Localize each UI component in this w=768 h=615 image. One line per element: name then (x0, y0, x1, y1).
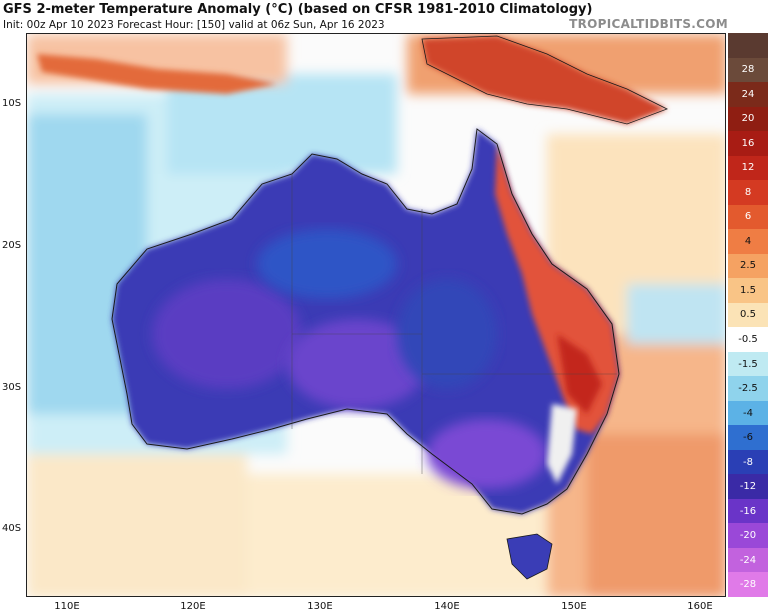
lat-label-40s: 40S (2, 523, 22, 534)
lon-label-110e: 110E (54, 601, 80, 612)
colorbar-cell-top (728, 33, 768, 58)
colorbar-label: -24 (739, 554, 757, 566)
colorbar-label: 24 (741, 88, 755, 100)
new-guinea-coastline (421, 35, 668, 125)
lon-label-120e: 120E (180, 601, 206, 612)
colorbar-cell: 20 (728, 106, 768, 132)
colorbar-cell: -24 (728, 547, 768, 573)
colorbar-cell: 8 (728, 180, 768, 205)
colorbar-cell: 6 (728, 204, 768, 230)
brand-watermark[interactable]: TROPICALTIDBITS.COM (569, 17, 728, 31)
colorbar-cell: 4 (728, 229, 768, 254)
colorbar-label: 20 (741, 113, 755, 125)
colorbar-cell: -12 (728, 474, 768, 499)
colorbar-cell: -1.5 (728, 351, 768, 377)
map-canvas (27, 34, 725, 596)
map-subtitle: Init: 00z Apr 10 2023 Forecast Hour: [15… (3, 19, 385, 31)
colorbar-label: -20 (739, 530, 757, 542)
colorbar-cell: 28 (728, 57, 768, 83)
colorbar-cell: -28 (728, 572, 768, 597)
colorbar-cell: -16 (728, 498, 768, 524)
colorbar-label: -16 (739, 505, 757, 517)
lat-label-10s: 10S (2, 98, 22, 109)
ocean-anomaly-field (27, 34, 725, 596)
colorbar-label: 4 (744, 235, 752, 247)
new-guinea-landmass (37, 36, 667, 124)
colorbar-label: -4 (743, 407, 753, 419)
colorbar-label: 6 (744, 211, 752, 223)
colorbar-cell: 16 (728, 131, 768, 156)
colorbar-cell: 1.5 (728, 278, 768, 303)
colorbar-cell: 24 (728, 82, 768, 107)
colorbar-label: -1.5 (738, 358, 758, 370)
colorbar-label: -8 (743, 456, 753, 468)
colorbar-cell: -20 (728, 523, 768, 548)
colorbar-label: -0.5 (738, 334, 758, 345)
colorbar-label: 16 (741, 137, 755, 149)
colorbar-label: -28 (739, 579, 757, 591)
lat-label-20s: 20S (2, 240, 22, 251)
tasmania (506, 533, 553, 580)
colorbar-label: 12 (741, 162, 755, 174)
colorbar-cell: 0.5 (728, 302, 768, 328)
colorbar-label: -12 (739, 481, 757, 493)
colorbar-cell: -6 (728, 425, 768, 450)
lon-label-140e: 140E (434, 601, 460, 612)
colorbar-cell: 12 (728, 155, 768, 181)
temperature-anomaly-map[interactable] (26, 33, 726, 597)
colorbar-label: 2.5 (740, 260, 756, 272)
australia-landmass (111, 128, 620, 515)
colorbar-cell: -4 (728, 400, 768, 426)
colorbar-cell: -8 (728, 449, 768, 475)
colorbar-label: 1.5 (740, 284, 756, 296)
colorbar-legend: 28 24 20 16 12 8 6 4 2.5 1.5 0.5 -0.5 -1.5 -2.5 -4 -6 -8… (728, 33, 768, 597)
lat-label-30s: 30S (2, 382, 22, 393)
lon-label-160e: 160E (687, 601, 713, 612)
colorbar-cell: -0.5 (728, 327, 768, 352)
colorbar-label: 0.5 (740, 309, 756, 321)
colorbar-label: -2.5 (738, 383, 758, 395)
colorbar-cell: -2.5 (728, 376, 768, 401)
lon-label-130e: 130E (307, 601, 333, 612)
colorbar-label: 28 (741, 64, 755, 76)
colorbar-label: 8 (744, 186, 752, 198)
colorbar-cell: 2.5 (728, 253, 768, 279)
map-title: GFS 2-meter Temperature Anomaly (°C) (ba… (3, 2, 593, 17)
lon-label-150e: 150E (561, 601, 587, 612)
colorbar-label: -6 (743, 432, 753, 444)
